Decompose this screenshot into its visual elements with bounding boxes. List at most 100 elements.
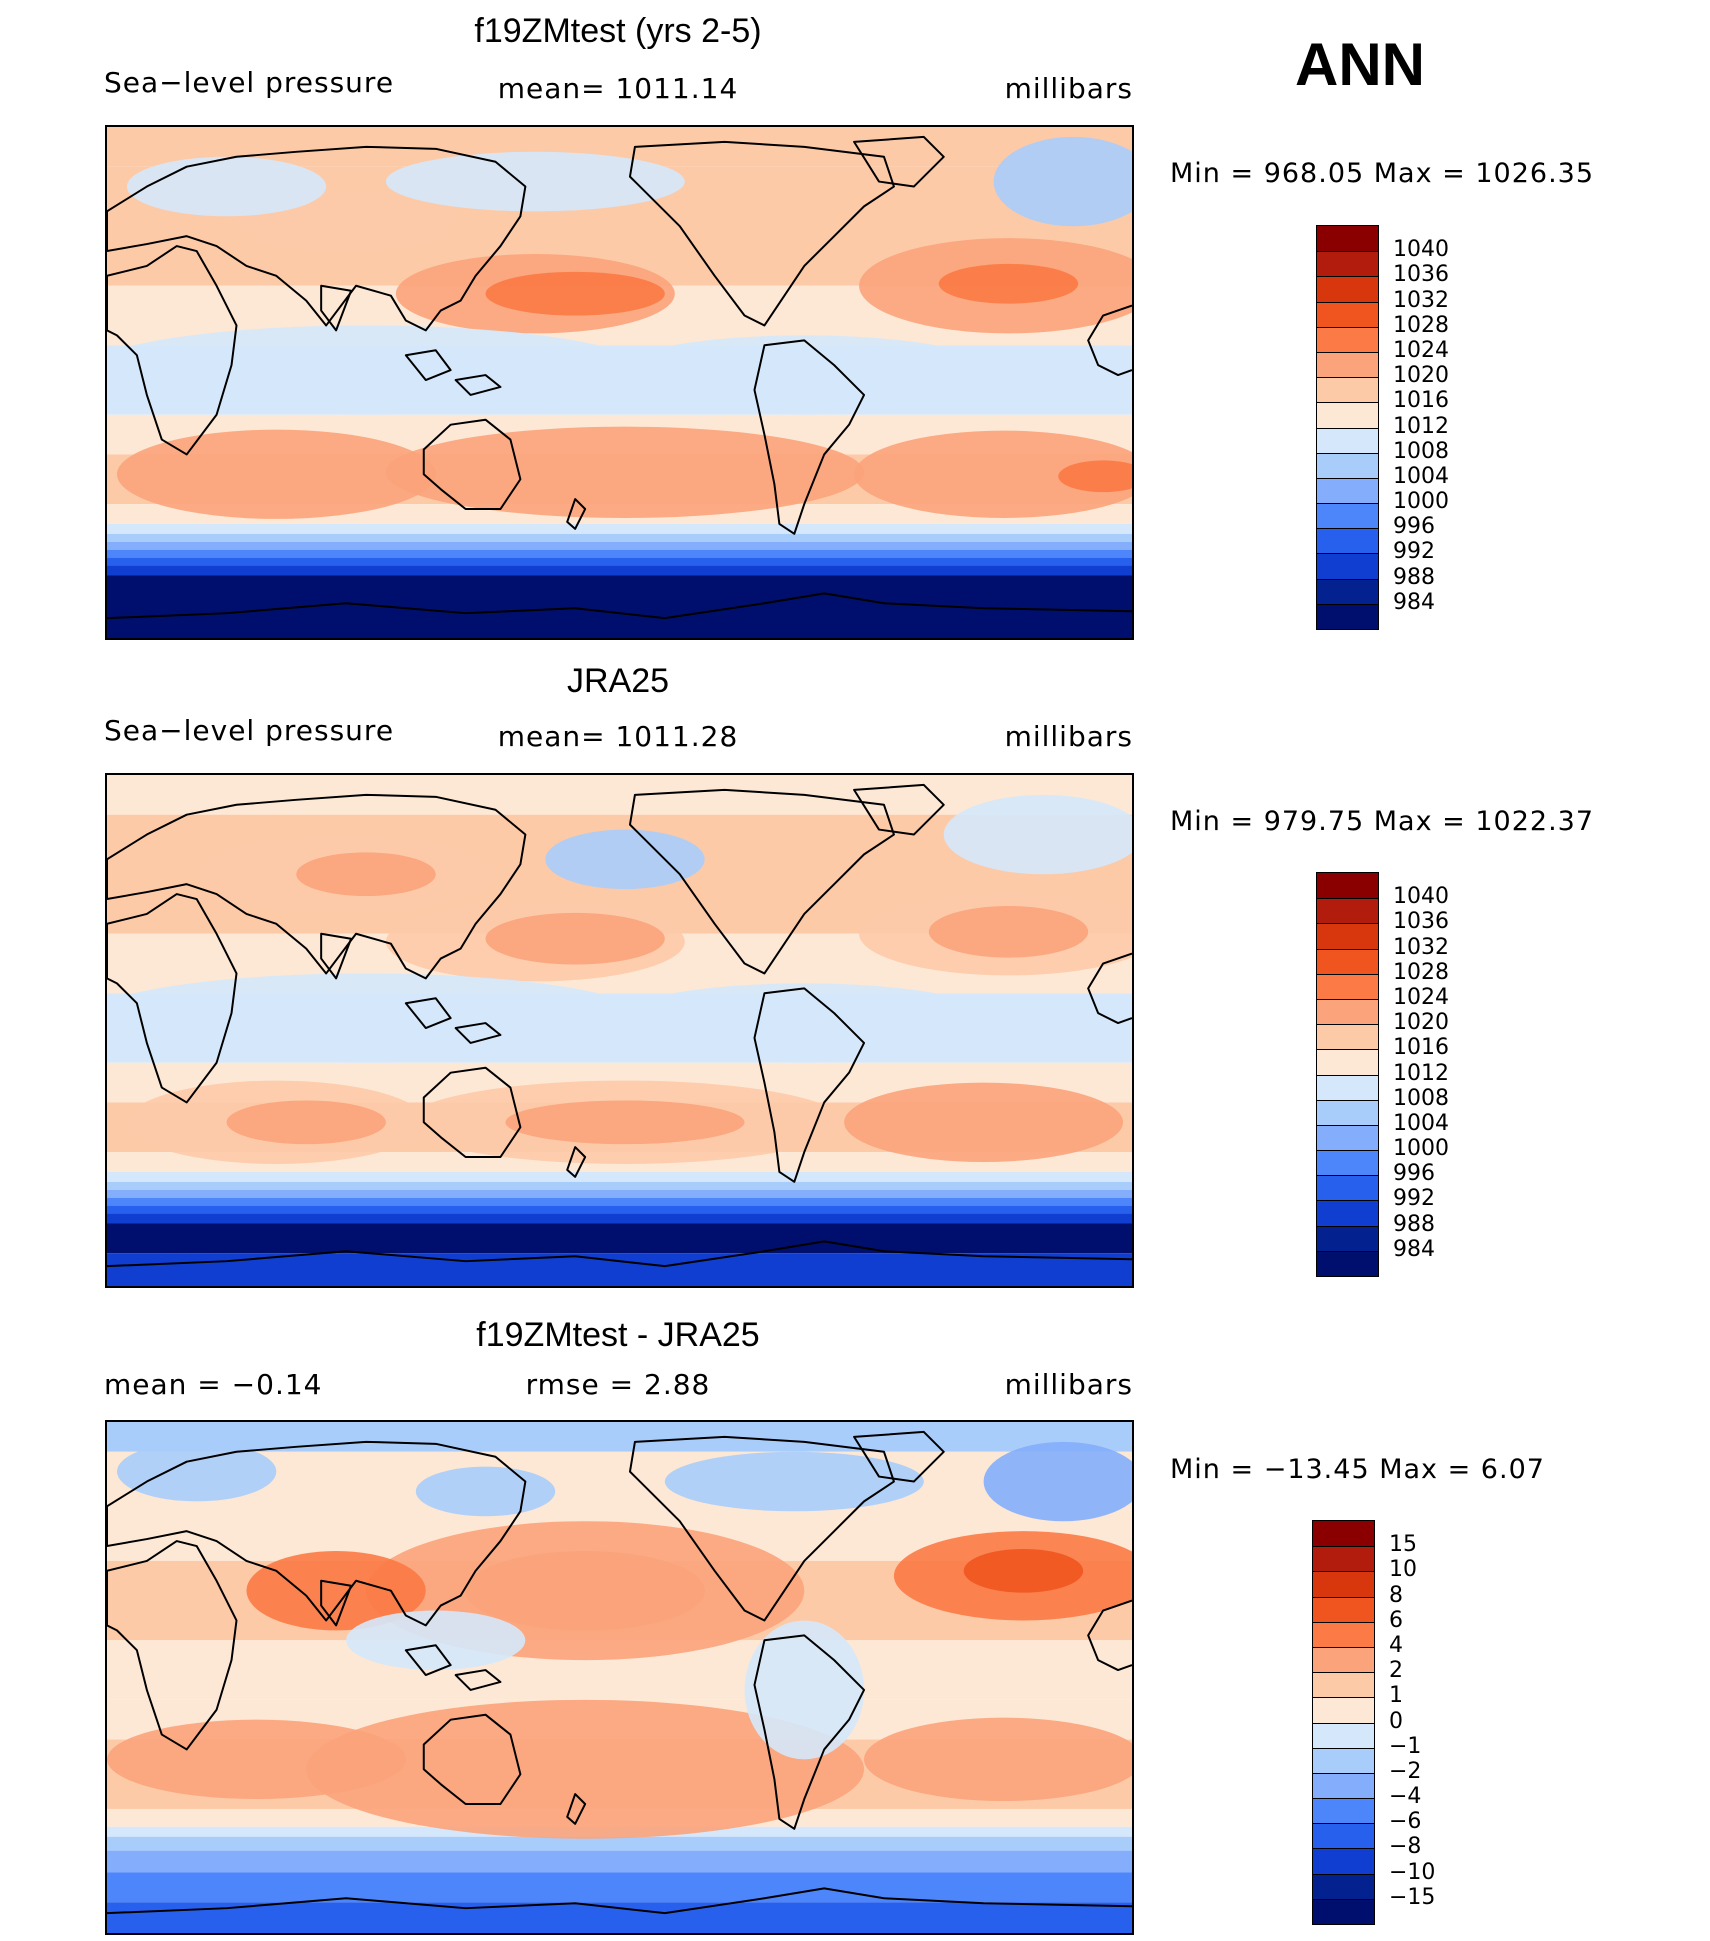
contour-feature [116,1441,277,1502]
colorbar-swatch [1317,477,1378,504]
contour-feature [1058,460,1132,493]
coastline [422,1713,522,1806]
colorbar-swatch [1317,1074,1378,1100]
colorbar-swatch [1317,251,1378,277]
coastline [107,592,1132,620]
contour-feature [485,271,665,316]
contour-band [107,1902,1132,1933]
coastline [628,1435,895,1622]
contour-feature [126,156,327,217]
colorbar-swatch [1313,1898,1374,1924]
colorbar-tick-label: 1004 [1393,1110,1449,1136]
coastline [320,284,353,332]
colorbar-swatch [1313,1848,1374,1874]
contour-feature [938,263,1079,304]
contour-feature [844,1082,1124,1162]
colorbar-tick-label: −15 [1389,1884,1436,1910]
colorbar-swatch [1313,1798,1374,1824]
colorbar-tick-label: −8 [1389,1834,1422,1860]
contour-band [107,575,1132,638]
contour-band [107,1213,1132,1224]
contour-feature [465,1550,705,1631]
colorbar-tick-label: 1012 [1393,1060,1449,1086]
colorbar-tick-label: 1036 [1393,262,1449,288]
colorbar-tick-label: 1020 [1393,363,1449,389]
coastline [628,788,895,975]
colorbar-tick-label: 1008 [1393,438,1449,464]
colorbar-tick-label: 1024 [1393,337,1449,363]
colorbar-tick-label: 1024 [1393,984,1449,1010]
colorbar-tick-label: −2 [1389,1758,1422,1784]
colorbar-tick-label: 1040 [1393,884,1449,910]
coastline [107,1887,1132,1915]
coastline [853,1430,945,1483]
contour-feature [605,335,1004,415]
mean-label: mean= 1011.14 [497,72,739,105]
colorbar-swatch [1317,377,1378,403]
colorbar-tick-label: 988 [1393,1211,1435,1237]
coastline [320,932,353,980]
contour-feature [943,794,1132,875]
min-max-readout: Min = −13.45 Max = 6.07 [1170,1454,1545,1485]
contour-feature [993,136,1132,227]
contour-feature [864,1717,1132,1802]
contour-feature [664,1451,924,1512]
contour-feature [226,1100,386,1145]
coastline [1087,952,1132,1025]
colorbar-swatch [1317,553,1378,579]
colorbar-tick-label: 8 [1389,1582,1403,1608]
colorbar-tick-label: 0 [1389,1708,1403,1734]
contour-feature [116,429,436,519]
contour-band [107,1171,1132,1182]
coastline [853,135,945,188]
contour-feature [246,1550,426,1631]
contour-band [107,549,1132,558]
contour-band [107,775,1132,815]
panel-title: f19ZMtest (yrs 2-5) [474,12,762,50]
colorbar-tick-label: 1032 [1393,287,1449,313]
colorbar-tick-label: 1016 [1393,388,1449,414]
contour-map-model [105,125,1134,640]
coastline [107,893,238,1104]
colorbar-tick-label: 1016 [1393,1035,1449,1061]
colorbar-swatch [1313,1596,1374,1622]
variable-label: Sea−level pressure [104,714,395,747]
colorbar-swatch [1317,1250,1378,1276]
colorbar-swatch [1317,1049,1378,1075]
contour-band [107,1181,1132,1190]
colorbar-tick-label: 996 [1393,1161,1435,1187]
colorbar-swatch [1317,923,1378,949]
contour-feature [744,1620,865,1760]
contour-feature [107,325,645,415]
contour-feature [963,1549,1084,1593]
colorbar-tick-label: 1008 [1393,1085,1449,1111]
colorbar-tick-label: 1012 [1393,413,1449,439]
colorbar-swatch [1317,1175,1378,1201]
colorbar-tick-label: 984 [1393,1236,1435,1262]
coastline [107,1540,238,1751]
colorbar-tick-label: 1028 [1393,959,1449,985]
contour-feature [107,1719,406,1800]
colorbar-swatch [1317,226,1378,252]
colorbar-swatch [1313,1646,1374,1673]
colorbar-swatch [1317,528,1378,554]
coastline [853,783,945,836]
colorbar-swatch [1317,973,1378,999]
contour-feature [928,905,1089,958]
colorbar-swatch [1317,1024,1378,1050]
colorbar-tick-label: 988 [1393,564,1435,590]
colorbar-swatch [1317,1124,1378,1151]
colorbar-swatch [1313,1722,1374,1748]
contour-band [107,557,1132,566]
contour-feature [505,1100,745,1145]
colorbar-swatch [1317,276,1378,302]
colorbar-tick-label: 1000 [1393,489,1449,515]
coastline [1087,1599,1132,1672]
contour-band [107,1189,1132,1198]
colorbar-swatch [1317,603,1378,629]
colorbar-swatch [1317,326,1378,352]
contour-band [107,533,1132,542]
contour-feature [983,1441,1132,1522]
colorbar-swatch [1313,1747,1374,1773]
colorbar-swatch [1317,948,1378,974]
